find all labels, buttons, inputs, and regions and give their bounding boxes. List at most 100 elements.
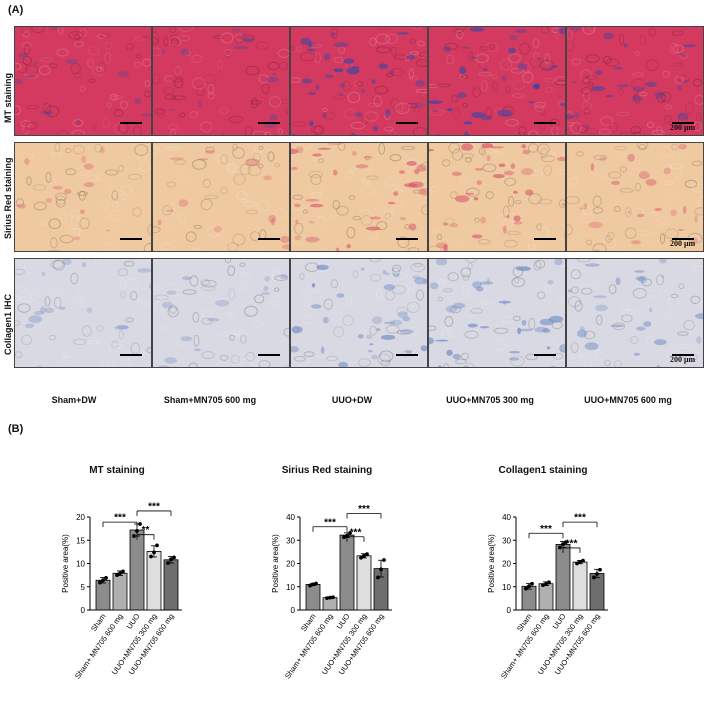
bar bbox=[112, 572, 128, 611]
y-tick-label: 20 bbox=[286, 560, 295, 569]
data-point bbox=[314, 581, 318, 586]
micrograph-tile bbox=[566, 26, 704, 136]
data-point bbox=[149, 554, 153, 559]
data-point bbox=[558, 545, 562, 550]
data-point bbox=[376, 575, 380, 580]
y-tick-label: 30 bbox=[502, 536, 511, 545]
scale-bar bbox=[396, 122, 418, 124]
data-point bbox=[348, 531, 352, 535]
chart-title: MT staining bbox=[89, 465, 145, 476]
significance-label: *** bbox=[324, 517, 336, 528]
panel-a-label: (A) bbox=[8, 4, 24, 16]
bar bbox=[538, 583, 554, 611]
y-tick-label: 30 bbox=[286, 536, 295, 545]
data-point bbox=[135, 529, 139, 533]
tissue-texture bbox=[567, 259, 703, 367]
data-point bbox=[342, 535, 346, 540]
data-point bbox=[308, 583, 312, 588]
scale-bar bbox=[672, 122, 694, 124]
y-tick-label: 20 bbox=[76, 513, 85, 522]
tissue-texture bbox=[429, 259, 565, 367]
y-axis-label: Positive area(%) bbox=[487, 534, 496, 593]
data-point bbox=[530, 581, 534, 586]
y-tick-label: 10 bbox=[502, 583, 511, 592]
y-tick-label: 0 bbox=[507, 606, 512, 615]
bar bbox=[129, 529, 145, 611]
row-label: Sirius Red staining bbox=[3, 157, 13, 239]
scale-bar bbox=[534, 238, 556, 240]
scale-bar bbox=[396, 238, 418, 240]
scale-bar bbox=[120, 122, 142, 124]
micrograph-tile bbox=[152, 258, 290, 368]
significance-label: *** bbox=[350, 527, 362, 538]
data-point bbox=[152, 550, 156, 555]
significance-label: *** bbox=[114, 513, 126, 524]
data-point bbox=[581, 558, 585, 563]
scale-bar bbox=[258, 238, 280, 240]
scale-bar-label: 200 μm bbox=[670, 123, 696, 132]
bar bbox=[572, 561, 588, 611]
tissue-texture bbox=[429, 143, 565, 251]
y-tick-label: 40 bbox=[286, 513, 295, 522]
micrograph-tile bbox=[14, 258, 152, 368]
data-point bbox=[104, 576, 108, 580]
y-tick-label: 0 bbox=[291, 606, 296, 615]
micrograph-tile bbox=[14, 142, 152, 252]
micrograph-tile bbox=[428, 26, 566, 136]
data-point bbox=[311, 582, 315, 587]
tissue-texture bbox=[291, 259, 427, 367]
tissue-texture bbox=[567, 143, 703, 251]
micrograph-tile bbox=[152, 142, 290, 252]
data-point bbox=[155, 543, 159, 548]
data-point bbox=[169, 557, 173, 562]
significance-label: *** bbox=[540, 524, 552, 535]
significance-label: *** bbox=[358, 504, 370, 515]
group-label: UUO+MN705 600 mg bbox=[584, 395, 672, 405]
data-point bbox=[578, 559, 582, 564]
data-point bbox=[359, 555, 363, 560]
row-label: MT staining bbox=[3, 73, 13, 123]
tissue-texture bbox=[291, 27, 427, 135]
data-point bbox=[365, 552, 369, 557]
significance-label: *** bbox=[574, 513, 586, 524]
y-tick-label: 10 bbox=[286, 583, 295, 592]
scale-bar bbox=[258, 354, 280, 356]
data-point bbox=[575, 561, 579, 566]
tissue-texture bbox=[153, 27, 289, 135]
data-point bbox=[325, 596, 329, 601]
data-point bbox=[118, 571, 122, 576]
group-label: UUO+DW bbox=[331, 395, 373, 405]
scale-bar bbox=[672, 354, 694, 356]
data-point bbox=[547, 580, 551, 585]
chart-collagen1-staining: Collagen1 staining 0 10 20 30 40 Positive area… bbox=[478, 462, 648, 712]
bar bbox=[146, 551, 162, 611]
micrograph-tile bbox=[152, 26, 290, 136]
data-point bbox=[98, 580, 102, 585]
tissue-texture bbox=[15, 27, 151, 135]
micrograph-tile bbox=[290, 258, 428, 368]
data-point bbox=[362, 553, 366, 558]
data-point bbox=[138, 522, 142, 526]
bar bbox=[305, 584, 321, 611]
y-axis-label: Positive area(%) bbox=[271, 534, 280, 593]
group-label: UUO+MN705 300 mg bbox=[446, 395, 534, 405]
data-point bbox=[592, 575, 596, 580]
scale-bar bbox=[534, 354, 556, 356]
data-point bbox=[101, 578, 105, 583]
scale-bar bbox=[672, 238, 694, 240]
tissue-texture bbox=[153, 143, 289, 251]
group-label: Sham+MN705 600 mg bbox=[163, 395, 257, 405]
chart-mt-staining: MT staining 0 5 10 15 20 Positive area(%) Sham S… bbox=[52, 462, 222, 712]
data-point bbox=[172, 555, 176, 560]
row-label: Collagen1 IHC bbox=[3, 293, 13, 355]
bar bbox=[356, 555, 372, 611]
significance-label: ** bbox=[142, 525, 150, 536]
data-point bbox=[527, 584, 531, 589]
data-point bbox=[561, 542, 565, 547]
scale-bar-label: 200 μm bbox=[670, 239, 696, 248]
y-tick-label: 20 bbox=[502, 560, 511, 569]
bar bbox=[339, 534, 355, 611]
scale-bar bbox=[120, 238, 142, 240]
